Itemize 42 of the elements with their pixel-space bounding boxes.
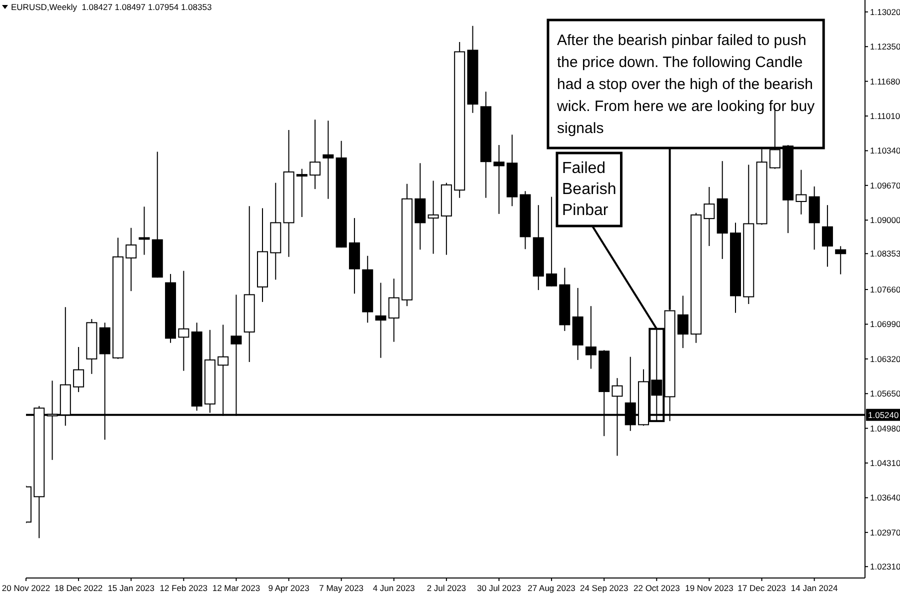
x-tick-label: 22 Oct 2023 (634, 583, 680, 593)
candlestick (493, 144, 504, 214)
candlestick (310, 119, 321, 190)
candlestick (677, 295, 688, 349)
candlestick (546, 196, 558, 287)
candlestick (126, 227, 137, 292)
x-tick-label: 19 Nov 2023 (685, 583, 734, 593)
candlestick (296, 168, 308, 218)
x-tick-label: 9 Apr 2023 (268, 583, 310, 593)
ref-line-label: 1.05240 (868, 410, 899, 420)
x-tick-label: 12 Mar 2023 (212, 583, 260, 593)
candlestick (585, 306, 596, 370)
x-tick-label: 30 Jul 2023 (477, 583, 522, 593)
candlestick (835, 246, 846, 275)
x-tick-label: 7 May 2023 (319, 583, 364, 593)
candlestick (375, 282, 386, 358)
candlestick (704, 186, 715, 247)
x-tick-label: 20 Nov 2022 (2, 583, 50, 593)
y-tick-label: 1.11680 (870, 76, 900, 86)
x-tick-label: 2 Jul 2023 (426, 583, 466, 593)
chart-title: EURUSD,Weekly 1.08427 1.08497 1.07954 1.08353 (11, 2, 212, 12)
x-tick-label: 24 Sep 2023 (580, 583, 628, 593)
candlestick (388, 278, 400, 342)
x-tick-label: 12 Feb 2023 (160, 583, 208, 593)
candlestick (428, 180, 439, 254)
candlestick (73, 346, 84, 393)
x-tick-label: 15 Jan 2023 (108, 583, 155, 593)
annotation: After the bearish pinbar failed to push the price down. The following Candle had a stop over the high of the bearish wick. From here we are looking for buy signals (556, 32, 816, 137)
y-tick-label: 1.11010 (870, 110, 900, 121)
x-tick-label: 18 Dec 2022 (54, 583, 103, 593)
candlestick (796, 169, 807, 215)
candlestick (178, 270, 190, 372)
x-tick-label: 14 Jan 2024 (790, 583, 838, 593)
x-tick-label: 4 Jun 2023 (372, 583, 416, 593)
candlestick (414, 162, 426, 250)
y-tick-label: 1.08353 (870, 248, 900, 259)
x-tick-label: 17 Dec 2023 (738, 583, 786, 593)
annotation: Failed Bearish Pinbar (562, 160, 616, 220)
candlestick (138, 206, 150, 256)
x-tick-label: 27 Aug 2023 (528, 583, 576, 593)
candlestick (322, 120, 334, 200)
candlestick (822, 204, 833, 268)
